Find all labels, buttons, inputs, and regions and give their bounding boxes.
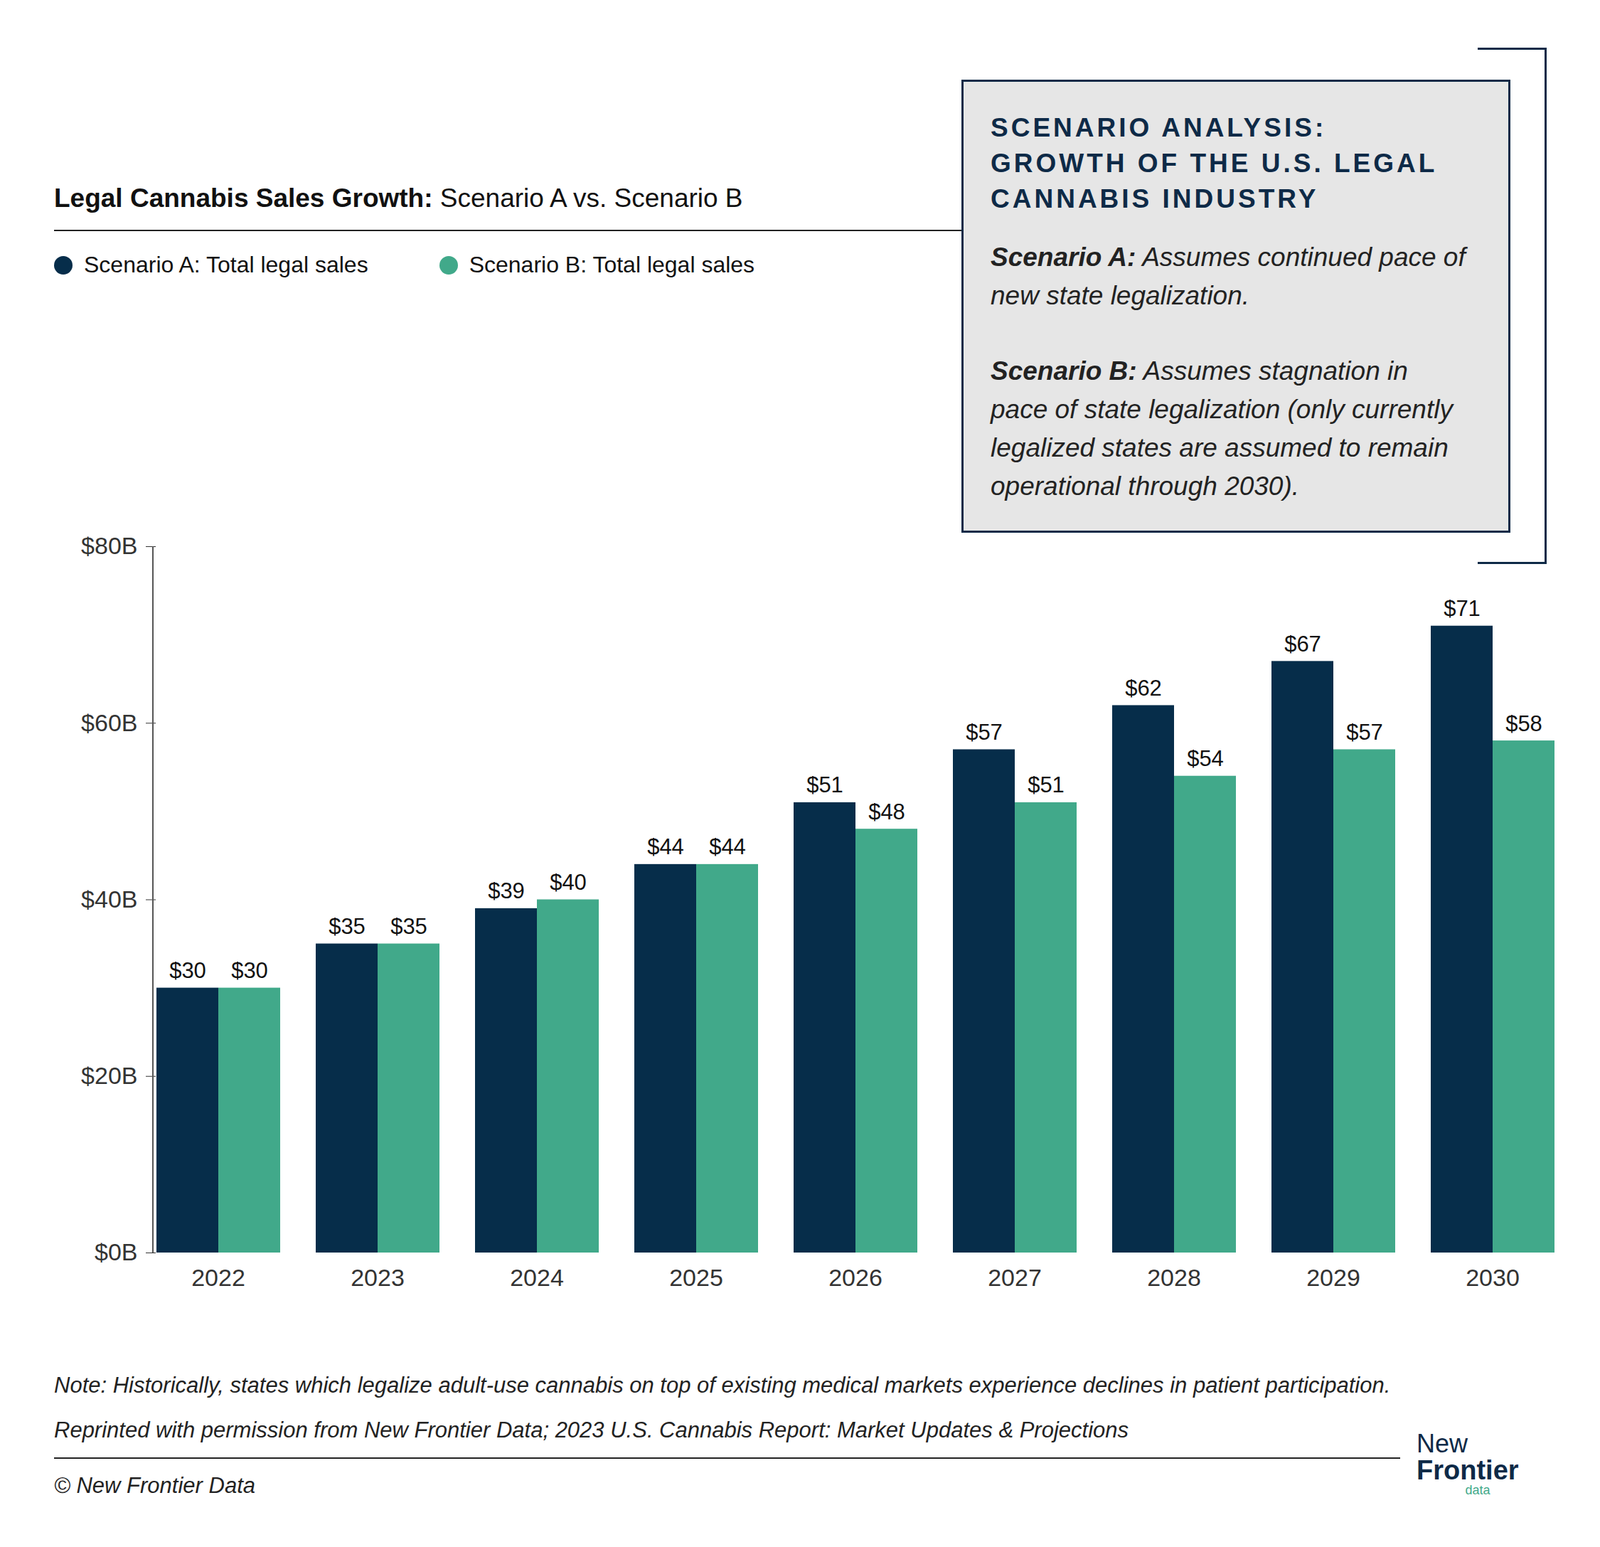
svg-text:$62: $62 [1124,675,1162,701]
svg-text:$44: $44 [708,834,746,860]
svg-text:$44: $44 [647,834,685,860]
html-text:Scenario B: Assumes stagnation: Scenario B: Assumes stagnation in pace o… [990,356,1453,501]
html-text:Scenario A: Total legal sales: Scenario A: Total legal sales [83,251,369,278]
html-text:Scenario B: Total legal sales: Scenario B: Total legal sales [469,251,755,278]
svg-text:2027: 2027 [987,1263,1042,1291]
svg-text:2030: 2030 [1465,1263,1520,1291]
svg-text:$57: $57 [965,719,1003,745]
svg-text:$51: $51 [1027,772,1065,798]
svg-text:$35: $35 [390,913,428,939]
svg-text:$58: $58 [1505,711,1543,736]
svg-text:$51: $51 [806,772,844,798]
svg-text:2022: 2022 [191,1263,246,1291]
svg-text:$20B: $20B [81,1061,138,1089]
svg-text:$60B: $60B [81,708,138,736]
svg-text:2025: 2025 [669,1263,724,1291]
svg-text:$54: $54 [1186,745,1224,771]
html-text:Legal Cannabis Sales Growth: S: Legal Cannabis Sales Growth: Scenario A … [54,183,743,213]
html-text:Reprinted with permission from: Reprinted with permission from New Front… [54,1417,1129,1443]
html-text:SCENARIO ANALYSIS: GROWTH OF T: SCENARIO ANALYSIS: GROWTH OF THE U.S. LE… [990,113,1437,214]
html-text:© New Frontier Data: © New Frontier Data [54,1472,256,1498]
svg-text:$67: $67 [1284,631,1322,657]
html-text:data: data [1465,1482,1491,1497]
svg-text:2026: 2026 [828,1263,883,1291]
svg-text:$57: $57 [1346,719,1384,745]
svg-text:2023: 2023 [350,1263,405,1291]
html-text:Scenario A: Assumes continued: Scenario A: Assumes continued pace of ne… [990,242,1466,311]
svg-text:2028: 2028 [1147,1263,1202,1291]
svg-text:$30: $30 [231,957,269,983]
svg-text:$80B: $80B [81,531,138,559]
svg-text:2029: 2029 [1306,1263,1361,1291]
svg-text:$40B: $40B [81,885,138,913]
svg-text:$35: $35 [328,913,366,939]
svg-text:2024: 2024 [509,1263,564,1291]
svg-text:$0B: $0B [94,1238,138,1266]
svg-text:$48: $48 [868,799,906,825]
svg-text:$30: $30 [169,957,207,983]
svg-text:$71: $71 [1443,595,1481,621]
svg-text:$40: $40 [549,869,587,895]
svg-text:$39: $39 [487,878,525,904]
html-text:Note: Historically, states whi: Note: Historically, states which legaliz… [54,1372,1391,1398]
html-text:Frontier: Frontier [1416,1454,1519,1485]
html-text:New: New [1416,1428,1468,1458]
